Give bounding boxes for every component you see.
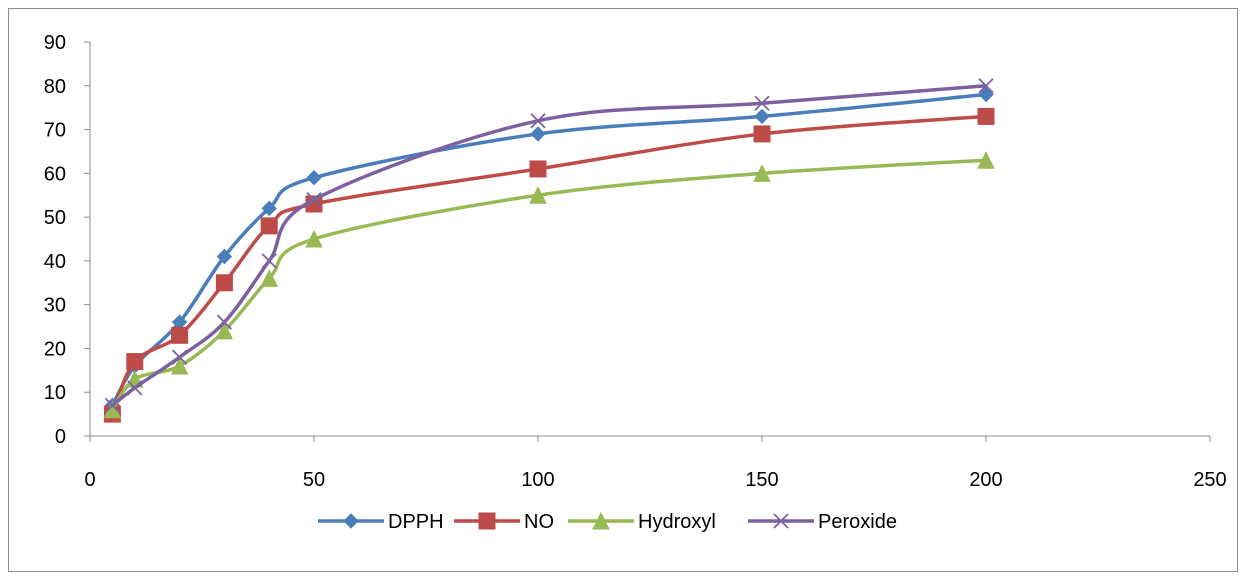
data-point-hydroxyl [977, 151, 995, 169]
x-marker-stroke [127, 380, 143, 396]
legend-label-peroxide: Peroxide [818, 511, 897, 533]
data-point-hydroxyl [215, 321, 234, 340]
y-tick-label: 10 [44, 382, 66, 404]
data-point-hydroxyl [305, 229, 323, 248]
data-point-hydroxyl [529, 186, 547, 204]
legend-item-dpph: DPPH [318, 511, 444, 533]
data-point-dpph [530, 126, 546, 142]
series-line-no [110, 114, 987, 415]
x-marker-stroke [306, 191, 322, 208]
series-dpph [104, 86, 994, 414]
data-point-peroxide [306, 191, 322, 208]
data-point-peroxide [978, 78, 994, 94]
x-tick-label: 0 [84, 469, 95, 491]
legend-marker-no [478, 512, 496, 530]
series-layer [103, 78, 995, 423]
x-tick-label: 250 [1193, 469, 1226, 491]
data-point-dpph [754, 108, 770, 125]
x-marker-stroke [171, 349, 188, 365]
data-point-no [753, 125, 771, 143]
data-point-peroxide [261, 253, 277, 269]
y-tick-label: 20 [44, 338, 66, 360]
data-point-no [529, 160, 547, 178]
data-point-peroxide [530, 113, 546, 129]
legend-marker-peroxide [773, 513, 789, 529]
data-point-no [126, 353, 144, 371]
x-marker-stroke [261, 253, 277, 269]
y-tick-label: 30 [44, 295, 66, 317]
x-tick-label: 50 [303, 469, 325, 491]
data-point-peroxide [216, 314, 233, 330]
data-point-peroxide [127, 380, 143, 396]
series-peroxide [104, 78, 994, 413]
legend: DPPH NO Hydroxyl Peroxide [318, 511, 897, 533]
x-tick-label: 150 [745, 469, 778, 491]
data-point-dpph [261, 200, 277, 217]
chart-frame [8, 8, 1238, 572]
x-marker-stroke [978, 78, 994, 94]
series-no [103, 107, 995, 423]
series-line-dpph [110, 92, 987, 407]
series-hydroxyl [103, 151, 995, 419]
legend-item-peroxide: Peroxide [748, 511, 897, 533]
data-point-no [215, 274, 233, 292]
data-point-peroxide [754, 95, 770, 111]
y-tick-label: 90 [44, 32, 66, 54]
data-point-no [977, 107, 995, 125]
legend-marker-hydroxyl [592, 511, 610, 530]
x-marker-stroke [530, 113, 546, 129]
y-tick-label: 0 [55, 426, 66, 448]
legend-label-hydroxyl: Hydroxyl [638, 511, 716, 533]
axes: 0 10 20 30 40 50 60 70 80 90 0 50 100 150 200 250 [44, 32, 1227, 491]
legend-item-no: NO [454, 511, 554, 533]
legend-marker-dpph [343, 513, 359, 529]
y-tick-label: 50 [44, 207, 66, 229]
data-point-peroxide [171, 349, 188, 365]
legend-label-dpph: DPPH [388, 511, 444, 533]
data-point-dpph [306, 170, 322, 186]
data-point-dpph [978, 86, 994, 103]
x-marker-stroke [216, 314, 233, 330]
y-tick-label: 40 [44, 251, 66, 273]
y-tick-label: 70 [44, 120, 66, 142]
data-point-hydroxyl [753, 164, 771, 182]
y-tick-label: 80 [44, 76, 66, 98]
legend-label-no: NO [524, 511, 554, 533]
x-marker-stroke [754, 95, 770, 111]
x-marker-stroke [773, 513, 789, 529]
y-tick-label: 60 [44, 163, 66, 185]
data-point-hydroxyl [260, 269, 279, 287]
data-point-no [171, 326, 189, 344]
x-tick-label: 100 [521, 469, 554, 491]
data-point-no [260, 217, 278, 235]
x-tick-label: 200 [969, 469, 1002, 491]
data-point-peroxide [104, 397, 121, 413]
series-line-hydroxyl [110, 158, 987, 411]
data-point-dpph [216, 248, 233, 265]
data-point-hydroxyl [170, 356, 189, 375]
legend-item-hydroxyl: Hydroxyl [568, 511, 716, 533]
x-marker-stroke [104, 397, 121, 413]
